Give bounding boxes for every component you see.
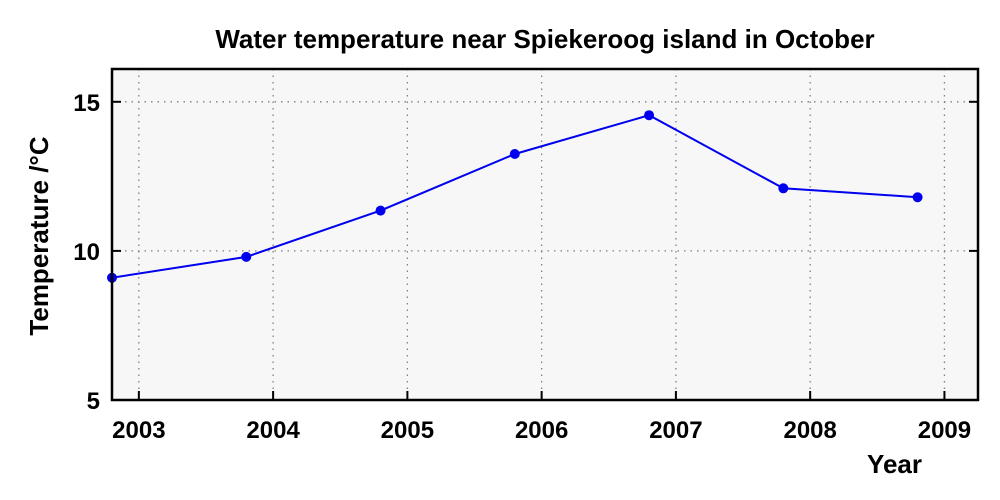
data-point	[241, 251, 252, 262]
x-tick-label: 2003	[112, 417, 165, 444]
plot-frame	[110, 67, 980, 402]
x-tick-label: 2005	[381, 417, 434, 444]
data-point	[375, 205, 386, 216]
data-point	[778, 183, 789, 194]
y-tick-label: 10	[73, 239, 100, 266]
x-tick-label: 2007	[649, 417, 702, 444]
x-tick-label: 2006	[515, 417, 568, 444]
x-tick-label: 2009	[918, 417, 971, 444]
data-point	[912, 192, 923, 203]
grid	[112, 69, 978, 400]
ticks: 2003 2004 2005 2006 2007 2008 2009 5 10 15	[73, 90, 978, 444]
x-tick-label: 2004	[246, 417, 300, 444]
data-point	[644, 110, 655, 121]
chart-title: Water temperature near Spiekeroog island…	[215, 24, 874, 54]
series-layer	[107, 110, 923, 283]
y-tick-label: 15	[73, 90, 100, 117]
y-axis-label: Temperature /°C	[24, 136, 54, 335]
x-axis-label: Year	[867, 449, 922, 479]
plot-area	[112, 69, 978, 400]
data-point	[509, 148, 520, 159]
x-tick-label: 2008	[783, 417, 836, 444]
y-tick-label: 5	[87, 388, 100, 415]
